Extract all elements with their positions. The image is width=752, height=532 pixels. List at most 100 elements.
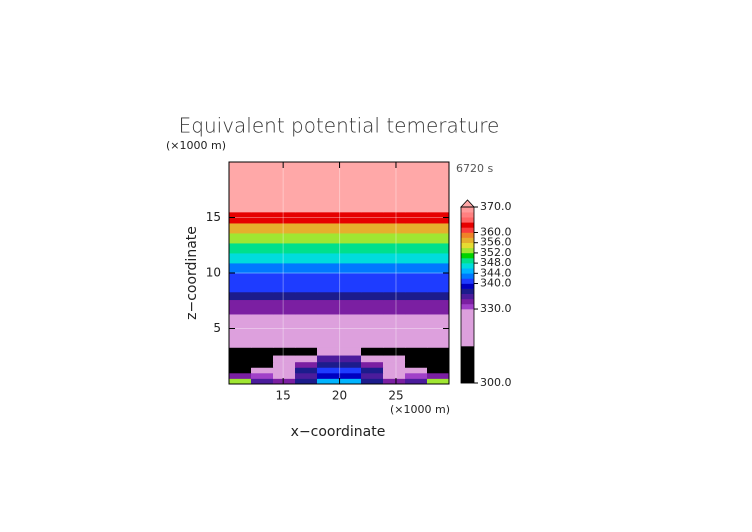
contour-cell: [251, 263, 274, 274]
colorbar-band: [461, 268, 474, 274]
contour-cell: [251, 355, 274, 363]
contour-cell: [295, 355, 318, 363]
contour-cell: [339, 378, 362, 385]
contour-cell: [273, 347, 296, 356]
contour-cell: [383, 263, 406, 274]
contour-cell: [273, 211, 296, 224]
contour-cell: [361, 253, 384, 264]
contour-cell: [427, 211, 450, 224]
contour-cell: [295, 291, 318, 301]
colorbar-band: [461, 298, 474, 305]
contour-cell: [229, 211, 252, 224]
contour-cell: [317, 263, 340, 274]
contour-cell: [251, 243, 274, 254]
contour-cell: [361, 347, 384, 356]
contour-cell: [251, 361, 274, 368]
contour-cell: [251, 314, 274, 348]
colorbar-band: [461, 212, 474, 218]
colorbar-band: [461, 258, 474, 264]
contour-cell: [273, 263, 296, 274]
contour-cell: [295, 378, 318, 385]
contour-cell: [339, 263, 362, 274]
contour-cell: [317, 355, 340, 363]
contour-cell: [229, 347, 252, 356]
contour-cell: [339, 361, 362, 368]
contour-cell: [405, 233, 428, 244]
colorbar-band: [461, 247, 474, 254]
x-tick-label: 15: [276, 389, 291, 403]
colorbar-band: [461, 222, 474, 228]
contour-cell: [339, 314, 362, 348]
contour-cell: [295, 314, 318, 348]
contour-cell: [251, 299, 274, 315]
colorbar-tick-label: 352.0: [480, 246, 512, 259]
contour-cell: [405, 347, 428, 356]
contour-cell: [317, 211, 340, 224]
contour-cell: [427, 162, 450, 213]
colorbar-tick-label: 348.0: [480, 256, 512, 269]
contour-cell: [427, 361, 450, 368]
colorbar-tick-label: 344.0: [480, 266, 512, 279]
colorbar-band: [461, 273, 474, 279]
contour-cell: [295, 243, 318, 254]
contour-cell: [361, 162, 384, 213]
contour-cell: [383, 355, 406, 363]
contour-cell: [383, 299, 406, 315]
contour-cell: [427, 314, 450, 348]
contour-cell: [405, 211, 428, 224]
contour-cell: [317, 243, 340, 254]
contour-cell: [405, 361, 428, 368]
contour-cell: [361, 233, 384, 244]
contour-cell: [251, 233, 274, 244]
contour-cell: [339, 253, 362, 264]
contour-cell: [251, 367, 274, 374]
colorbar-band: [461, 242, 474, 249]
colorbar-band: [461, 217, 474, 223]
chart-title: Equivalent potential temerature: [179, 114, 500, 138]
contour-cell: [229, 233, 252, 244]
contour-cell: [229, 378, 252, 385]
contour-cell: [383, 273, 406, 293]
contour-cell: [229, 291, 252, 301]
contour-cell: [361, 273, 384, 293]
contour-cell: [427, 233, 450, 244]
contour-cell: [361, 263, 384, 274]
colorbar-band: [461, 237, 474, 244]
contour-cell: [427, 223, 450, 234]
contour-cell: [339, 233, 362, 244]
contour-cell: [383, 223, 406, 234]
contour-cell: [295, 253, 318, 264]
contour-cell: [229, 263, 252, 274]
colorbar-tick-label: 370.0: [480, 200, 512, 213]
contour-cell: [229, 253, 252, 264]
contour-cell: [229, 273, 252, 293]
contour-cell: [339, 299, 362, 315]
contour-cell: [361, 243, 384, 254]
y-unit: (×1000 m): [166, 139, 226, 152]
colorbar-band: [461, 278, 474, 284]
y-tick-label: 10: [206, 266, 221, 280]
contour-cell: [339, 243, 362, 254]
contour-cell: [273, 372, 296, 379]
contour-cell: [251, 211, 274, 224]
contour-cell: [405, 162, 428, 213]
contour-cell: [383, 233, 406, 244]
contour-cell: [383, 367, 406, 374]
contour-cell: [383, 211, 406, 224]
contour-cell: [317, 273, 340, 293]
contour-cell: [383, 291, 406, 301]
contour-cell: [383, 162, 406, 213]
colorbar-band: [461, 252, 474, 259]
contour-cell: [383, 347, 406, 356]
contour-cell: [339, 372, 362, 379]
contour-cell: [229, 367, 252, 374]
contour-cell: [273, 253, 296, 264]
contour-cell: [295, 233, 318, 244]
contour-cell: [427, 372, 450, 379]
contour-cell: [427, 347, 450, 356]
contour-cell: [229, 299, 252, 315]
contour-cell: [273, 243, 296, 254]
contour-cell: [339, 273, 362, 293]
contour-cell: [273, 233, 296, 244]
